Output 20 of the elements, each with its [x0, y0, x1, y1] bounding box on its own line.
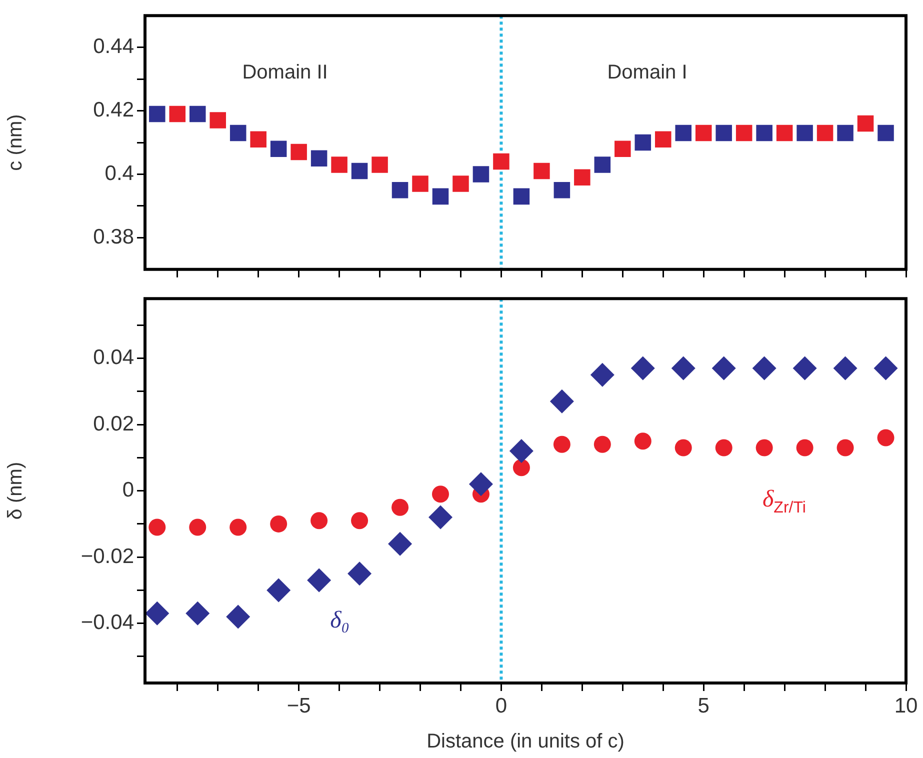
- y-tick-label: −0.02: [80, 544, 134, 568]
- series-label: δ₀: [330, 608, 350, 635]
- x-tick-label: 5: [698, 694, 710, 718]
- x-tick-label: 0: [495, 694, 508, 718]
- y-tick-label: 0.38: [93, 225, 134, 248]
- y-tick-label: 0: [122, 478, 134, 502]
- y-tick-label: 0.04: [93, 346, 134, 370]
- y-tick-label: 0.44: [93, 35, 134, 58]
- y-axis-title: δ (nm): [4, 462, 27, 520]
- y-tick-label: 0.42: [93, 98, 134, 122]
- y-tick-label: 0.4: [104, 162, 134, 186]
- y-tick-label: 0.02: [93, 412, 134, 436]
- y-tick-label: −0.04: [80, 611, 134, 634]
- x-axis-title: Distance (in units of c): [426, 730, 624, 753]
- series-label: δ$_{Zr/Ti}$: [762, 486, 806, 518]
- y-axis-title: c (nm): [4, 114, 27, 171]
- x-tick-label: −5: [286, 694, 311, 718]
- annotation: Domain II: [242, 61, 328, 84]
- annotation: Domain I: [607, 61, 688, 84]
- x-tick-label: 10: [894, 694, 918, 718]
